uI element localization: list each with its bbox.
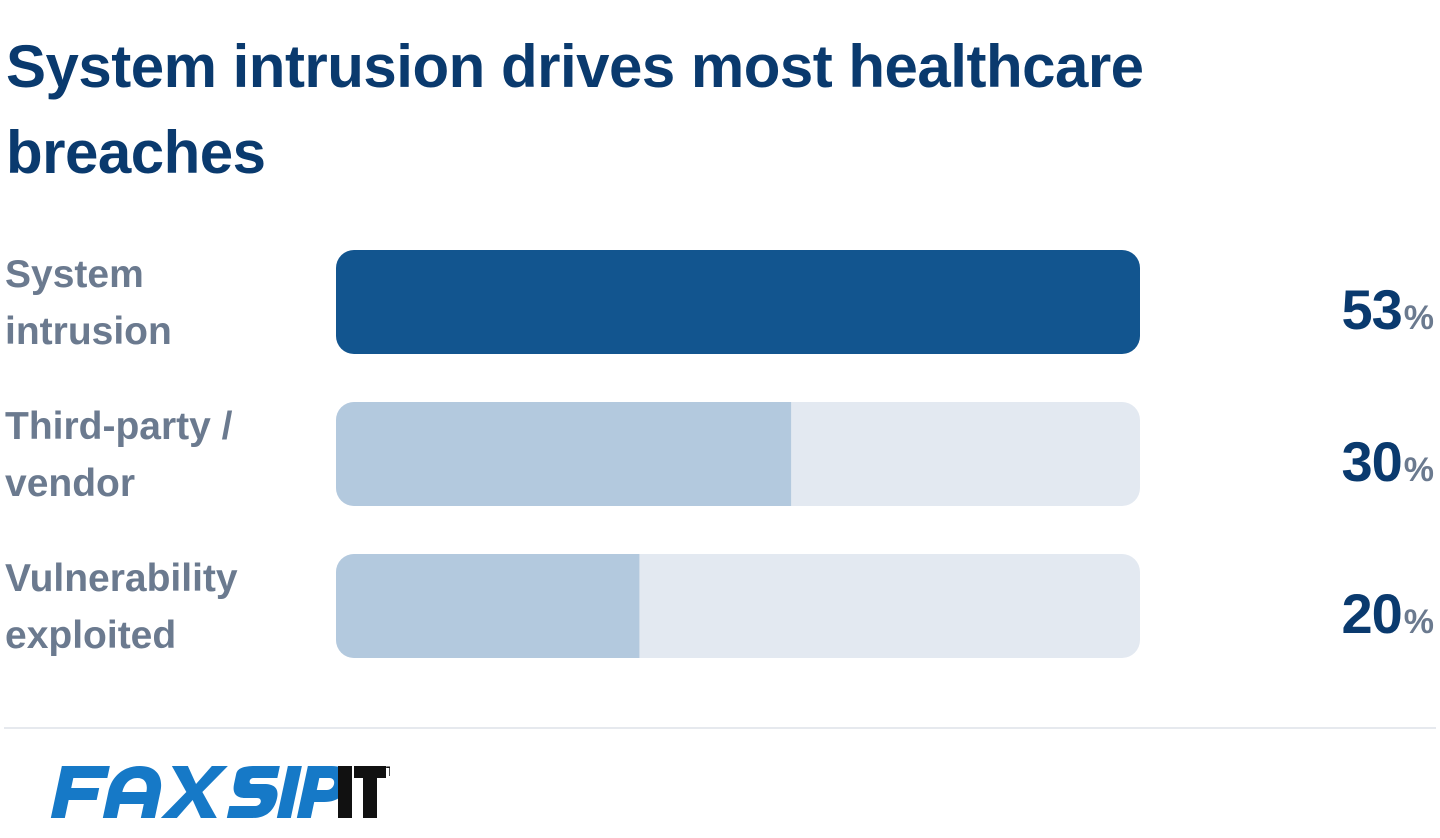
value-label-system-intrusion: 53% (1341, 282, 1434, 338)
category-label-third-party-vendor: Third-party / vendor (5, 398, 305, 512)
divider (4, 727, 1436, 729)
value-number: 53 (1341, 278, 1402, 341)
value-label-third-party-vendor: 30% (1341, 434, 1434, 490)
bar-vulnerability-exploited (336, 554, 640, 658)
value-number: 30 (1341, 430, 1402, 493)
value-unit: % (1403, 299, 1434, 337)
trademark-mark: TM (386, 763, 390, 779)
value-unit: % (1403, 451, 1434, 489)
bar-system-intrusion (336, 250, 1140, 354)
category-label-line-1: Vulnerability (5, 557, 238, 600)
category-label-line-1: System (5, 253, 144, 296)
value-number: 20 (1341, 582, 1402, 645)
bar-third-party-vendor (336, 402, 792, 506)
faxsipit-logo: TM (50, 763, 390, 818)
category-label-line-1: Third-party / (5, 405, 233, 448)
category-label-system-intrusion: System intrusion (5, 246, 305, 360)
category-label-line-2: vendor (5, 462, 136, 505)
category-label-line-2: intrusion (5, 310, 172, 353)
value-label-vulnerability-exploited: 20% (1341, 586, 1434, 642)
category-label-vulnerability-exploited: Vulnerability exploited (5, 550, 305, 664)
category-label-line-2: exploited (5, 614, 177, 657)
value-unit: % (1403, 603, 1434, 641)
chart-title: System intrusion drives most healthcare … (6, 33, 1144, 186)
